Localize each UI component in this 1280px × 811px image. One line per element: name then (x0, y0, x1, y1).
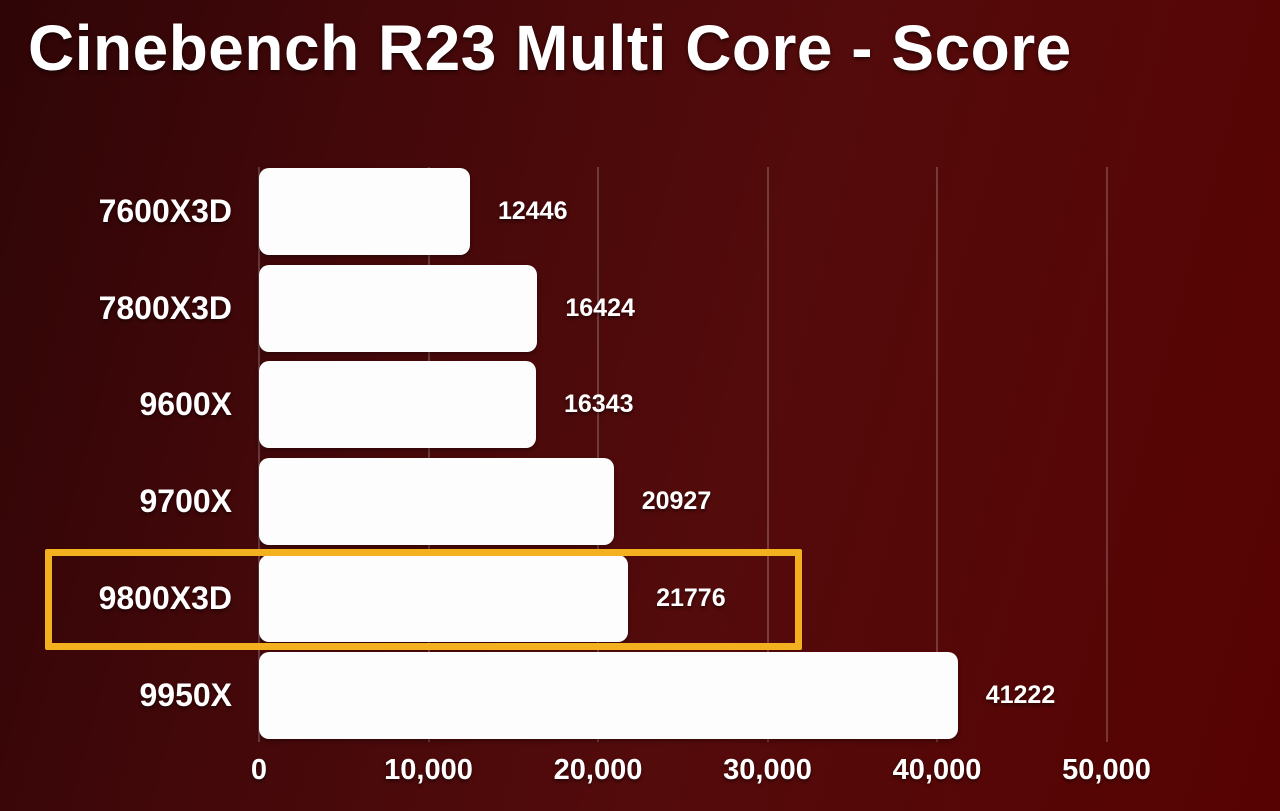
bar (259, 361, 536, 449)
value-label: 21776 (656, 583, 726, 612)
category-label: 9950X (139, 676, 232, 713)
bar (259, 264, 538, 352)
gridline (936, 167, 938, 742)
category-label: 9600X (139, 386, 232, 423)
x-axis-tick-label: 0 (250, 753, 268, 786)
x-axis-tick-label: 30,000 (723, 753, 812, 786)
value-label: 12446 (497, 197, 568, 225)
category-label: 9800X3D (98, 579, 232, 616)
category-label: 7600X3D (98, 193, 232, 229)
gridline (597, 167, 599, 742)
x-axis-tick-label: 40,000 (892, 753, 982, 786)
bar (259, 168, 470, 255)
gridline (258, 167, 260, 742)
chart-row: 7800X3D 16424 (0, 264, 1280, 352)
gridline (1105, 167, 1108, 742)
chart-row: 9950X 41222 (0, 651, 1280, 739)
bar (259, 651, 958, 739)
category-label: 7800X3D (98, 289, 232, 326)
x-axis-tick-label: 50,000 (1062, 753, 1151, 786)
highlight-box (45, 549, 802, 650)
bar (259, 458, 614, 546)
gridline (766, 167, 769, 742)
gridline (427, 167, 430, 742)
value-label: 20927 (641, 487, 712, 516)
bar (259, 554, 629, 642)
value-label: 41222 (985, 680, 1056, 709)
value-label: 16424 (565, 293, 635, 322)
x-axis-tick-label: 10,000 (384, 753, 473, 786)
chart-title: Cinebench R23 Multi Core - Score (28, 12, 1072, 84)
x-axis-tick-label: 20,000 (553, 753, 643, 786)
chart-row: 9700X 20927 (0, 458, 1280, 546)
category-label: 9700X (139, 483, 232, 520)
value-label: 16343 (564, 390, 634, 419)
chart-row: 9800X3D 21776 (0, 554, 1280, 642)
chart-row: 9600X 16343 (0, 361, 1280, 449)
chart-row: 7600X3D 12446 (0, 168, 1280, 255)
